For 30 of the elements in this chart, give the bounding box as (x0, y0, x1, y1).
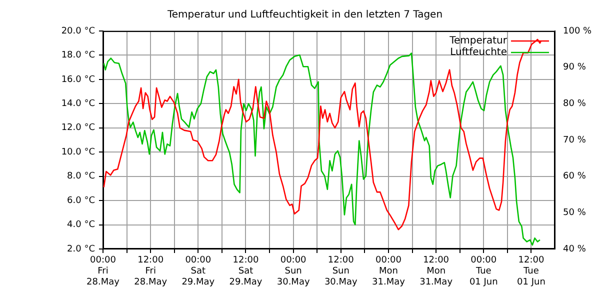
y-tick-label: 6.0 °C (67, 196, 95, 206)
y2-tick-label: 90 % (563, 62, 586, 73)
x-tick-label: 00:00 Tue 01 Jun (469, 256, 498, 288)
y-tick-label: 10.0 °C (61, 147, 95, 158)
y2-tick-label: 50 % (563, 208, 586, 218)
y2-tick-label: 70 % (563, 135, 586, 146)
y-tick-label: 4.0 °C (67, 220, 95, 230)
y-tick-label: 12.0 °C (61, 123, 95, 134)
y-tick-label: 2.0 °C (67, 244, 95, 254)
y-tick-label: 8.0 °C (67, 172, 95, 182)
y-tick-label: 14.0 °C (61, 99, 95, 110)
y2-tick-label: 60 % (563, 172, 586, 182)
y2-tick-label: 100 % (563, 26, 592, 36)
y2-tick-label: 80 % (563, 99, 586, 110)
y-tick-label: 16.0 °C (61, 74, 95, 85)
x-tick-label: 00:00 Sun 30.May (276, 256, 310, 288)
chart-title: Temperatur und Luftfeuchtigkeit in den letzten 7 Tagen (166, 10, 443, 21)
x-tick-label: 00:00 Sat 29.May (182, 256, 216, 288)
legend-label: Temperatur (448, 36, 508, 47)
x-tick-label: 12:00 Fri 28.May (134, 256, 168, 288)
x-tick-label: 00:00 Mon 31.May (372, 256, 406, 288)
y2-tick-label: 40 % (563, 244, 586, 254)
y-tick-label: 18.0 °C (61, 50, 95, 61)
x-tick-label: 12:00 Mon 31.May (420, 256, 454, 288)
x-tick-label: 12:00 Sun 30.May (324, 256, 358, 288)
legend-label: Luftfeuchte (450, 47, 507, 58)
y-tick-label: 20.0 °C (61, 26, 95, 36)
x-tick-label: 12:00 Tue 01 Jun (517, 256, 546, 288)
x-tick-label: 00:00 Fri 28.May (86, 256, 120, 288)
x-tick-label: 12:00 Sat 29.May (229, 256, 263, 288)
